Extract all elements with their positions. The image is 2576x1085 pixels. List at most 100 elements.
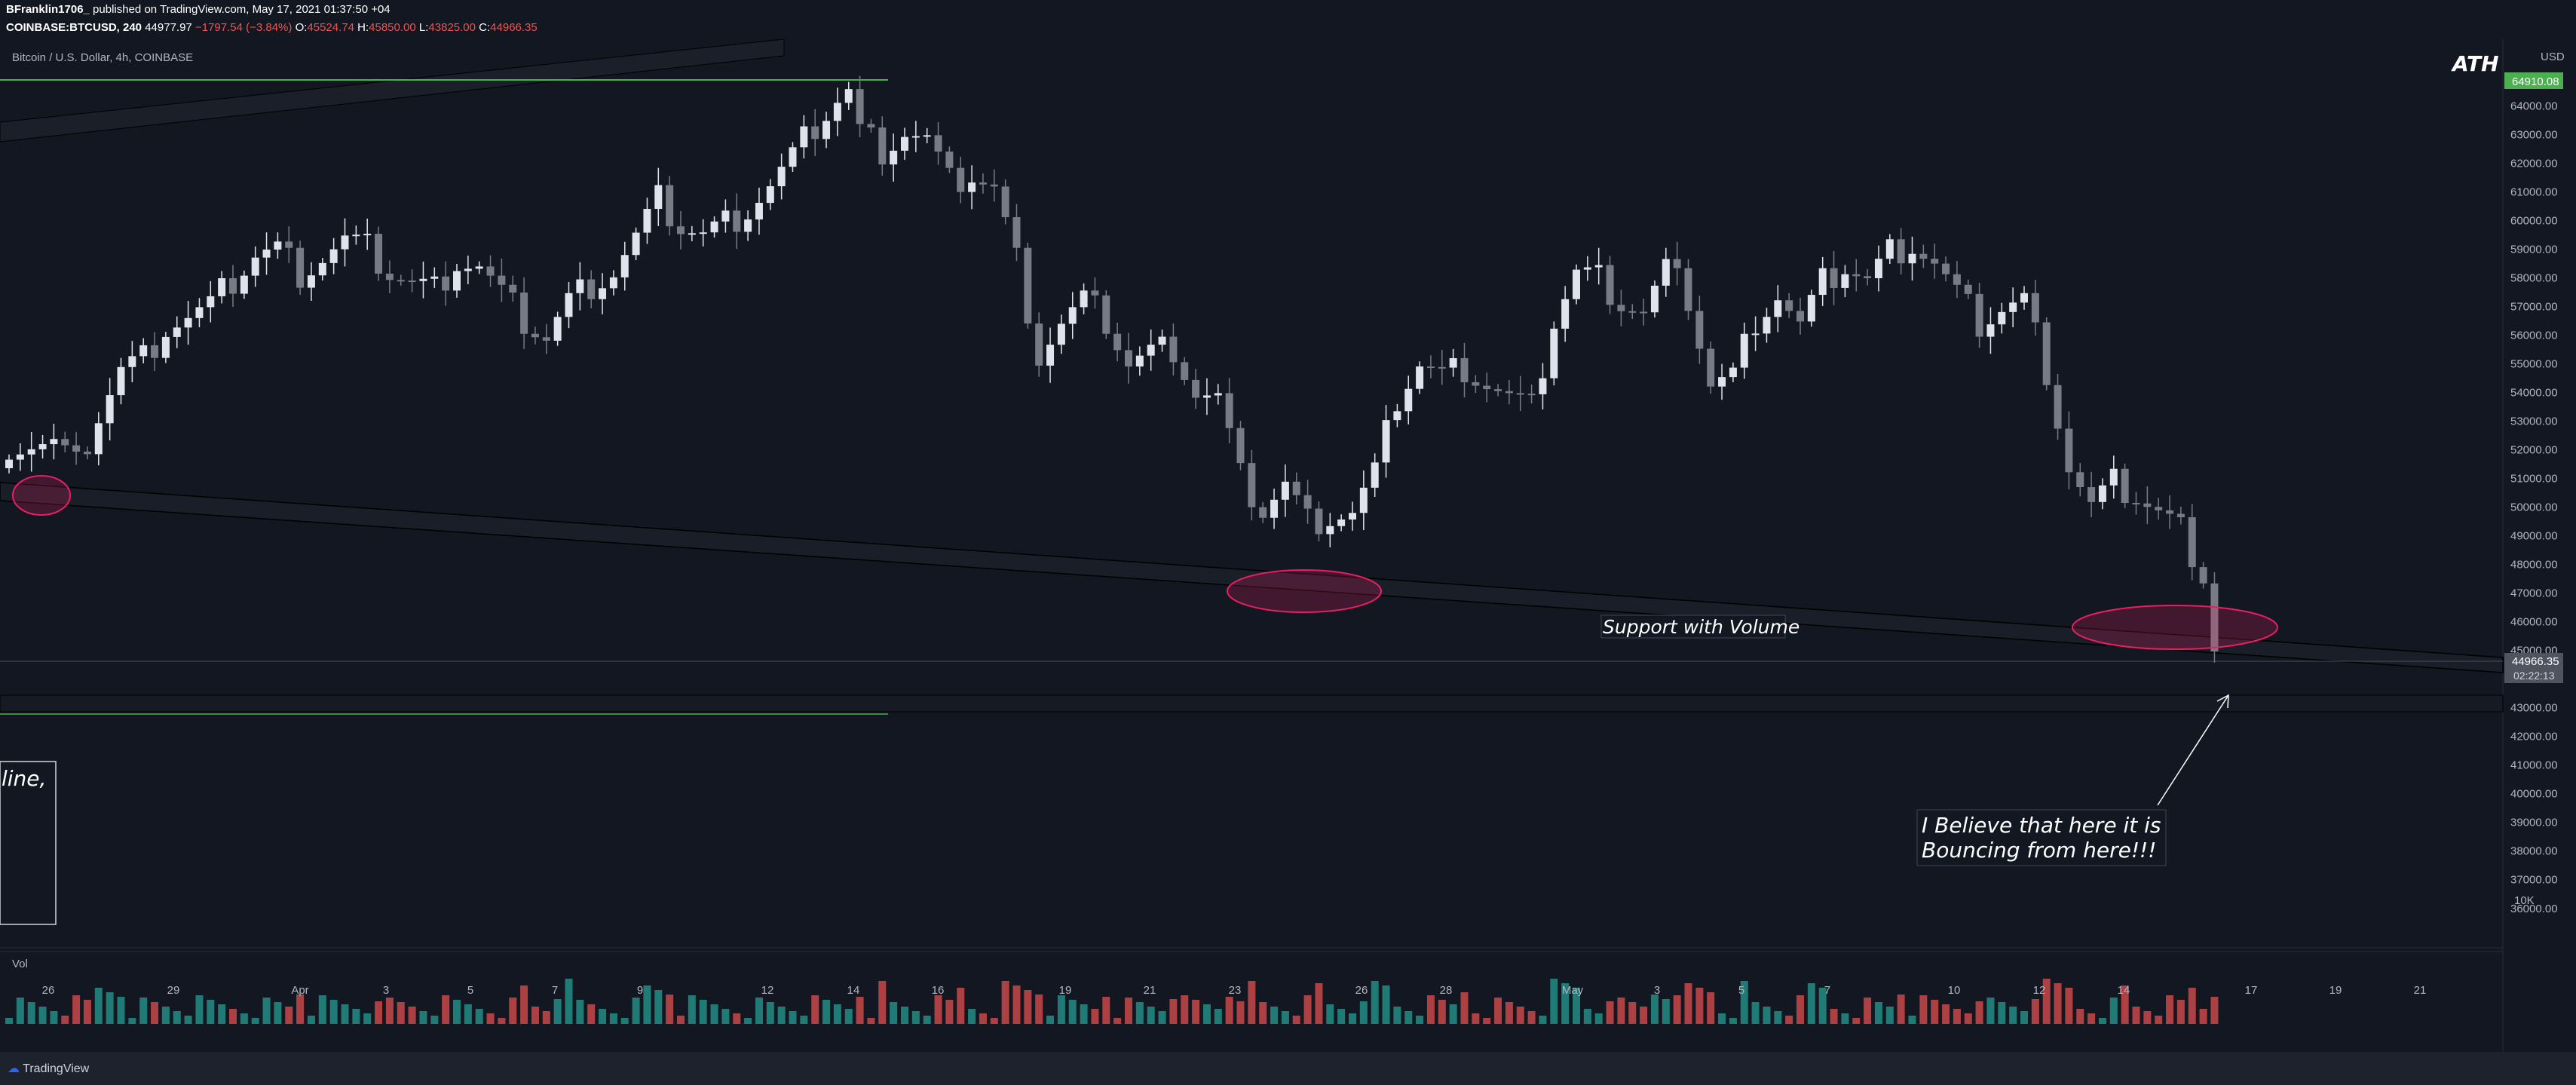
candle-body [1617, 305, 1625, 311]
candle-body [397, 280, 405, 282]
price-tick-label: 57000.00 [2510, 301, 2558, 314]
bounce-arrow-shaft[interactable] [2157, 694, 2229, 806]
volume-bar [173, 1011, 181, 1024]
volume-bar [240, 1013, 248, 1024]
time-tick-label: 28 [1440, 984, 1453, 997]
volume-bar [609, 1013, 617, 1024]
candle-body [161, 336, 170, 358]
open-value: 45524.74 [307, 21, 354, 34]
candle-body [822, 121, 831, 139]
price-tick-label: 38000.00 [2510, 845, 2558, 858]
time-tick-label: Apr [291, 984, 308, 997]
volume-bar [654, 990, 663, 1024]
volume-bar [789, 1011, 797, 1024]
volume-bar [822, 1000, 831, 1024]
price-tick-label: 43000.00 [2510, 702, 2558, 715]
time-tick-label: 14 [2118, 984, 2130, 997]
volume-bar [599, 1009, 607, 1024]
volume-bar [341, 1004, 349, 1024]
volume-bar [1404, 1011, 1413, 1024]
ath-label: ATH [2451, 51, 2499, 76]
volume-bar [1919, 995, 1928, 1024]
candle-body [486, 266, 495, 276]
volume-bar [50, 1011, 58, 1024]
volume-bar [1830, 1009, 1838, 1024]
volume-bar [1650, 995, 1659, 1024]
volume-bar [1416, 1016, 1424, 1024]
ath-price-tag-text: 64910.08 [2512, 75, 2559, 88]
candle-body [1001, 186, 1009, 218]
volume-bar [139, 998, 148, 1024]
volume-bar [901, 1007, 908, 1024]
support-label-box[interactable] [1600, 615, 1786, 639]
candle-body [464, 268, 472, 271]
volume-bar [1505, 1002, 1513, 1024]
volume-bar [1135, 1002, 1144, 1024]
volume-bar [375, 1001, 383, 1024]
volume-bar [1125, 998, 1132, 1024]
candle-body [475, 266, 483, 269]
volume-bar [1751, 1002, 1760, 1024]
candle-body [195, 307, 204, 318]
author-name[interactable]: BFranklin1706_ [6, 3, 90, 16]
time-tick-label: 5 [1738, 984, 1744, 997]
left-note-box[interactable] [0, 761, 57, 925]
candle-body [27, 449, 35, 455]
candle-body [755, 203, 763, 220]
volume-bar [1438, 1000, 1446, 1024]
volume-bar [61, 1016, 69, 1024]
candle-body [1864, 276, 1872, 279]
bounce-label-box[interactable] [1916, 809, 2167, 866]
volume-bar [1080, 1004, 1088, 1024]
volume-bar [2176, 1000, 2185, 1024]
support-ellipse-3[interactable] [2072, 605, 2278, 650]
volume-bar [923, 1016, 931, 1024]
volume-bar [1606, 1001, 1614, 1024]
candle-body [620, 255, 629, 277]
candle-body [2087, 487, 2096, 502]
candle-body [1953, 274, 1961, 285]
volume-bar [229, 1009, 237, 1024]
low-label: L: [418, 21, 429, 34]
volume-bar [2143, 1011, 2152, 1024]
volume-bar [296, 995, 305, 1024]
volume-bar [262, 998, 271, 1024]
volume-bar [397, 1002, 405, 1024]
volume-bar [430, 1016, 439, 1024]
support-ellipse-2[interactable] [1227, 569, 1382, 613]
volume-bar [1729, 1018, 1737, 1024]
candle-body [1964, 284, 1972, 294]
time-tick-label: May [1562, 984, 1584, 997]
candle-body [509, 284, 517, 293]
candle-body [1202, 395, 1211, 398]
volume-bar [207, 1000, 215, 1024]
volume-bar [274, 1002, 282, 1024]
candle-body [632, 232, 640, 256]
time-tick-label: 3 [383, 984, 389, 997]
candle-body [1874, 259, 1882, 279]
volume-bar [498, 1018, 506, 1024]
candle-body [1080, 290, 1088, 308]
price-change: −1797.54 (−3.84%) [195, 21, 293, 34]
volume-bar [957, 988, 965, 1024]
candle-body [1807, 295, 1815, 322]
candle-body [2166, 510, 2174, 514]
volume-bar [117, 997, 125, 1024]
volume-bar [811, 995, 819, 1024]
volume-bar [1975, 1001, 1983, 1024]
support-ellipse-1[interactable] [12, 475, 71, 516]
candle-body [1662, 259, 1670, 286]
price-chart[interactable]: 36000.00 37000.00 38000.00 39000.00 40000.00… [0, 39, 2576, 1052]
volume-bar [1248, 981, 1256, 1024]
price-tick-label: 63000.00 [2510, 129, 2558, 142]
close-label: C: [479, 21, 491, 34]
footer: ☁ TradingView [0, 1052, 2576, 1085]
candle-body [329, 249, 338, 263]
candle-body [576, 279, 584, 293]
candle-body [1740, 333, 1748, 368]
volume-bar [2031, 999, 2039, 1024]
candle-body [5, 459, 13, 468]
volume-bar [1684, 983, 1692, 1024]
candle-body [341, 235, 349, 250]
tradingview-logo[interactable]: ☁ TradingView [8, 1061, 89, 1076]
